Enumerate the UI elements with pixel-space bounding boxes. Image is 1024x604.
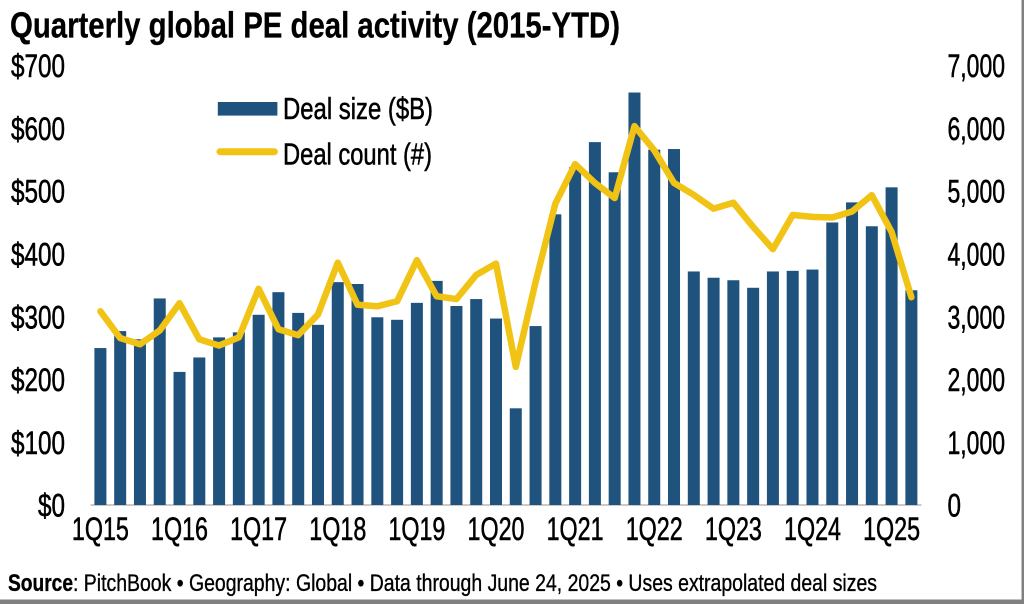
svg-text:$500: $500 [11, 174, 65, 210]
svg-text:$100: $100 [11, 425, 65, 461]
svg-text:$0: $0 [38, 488, 65, 524]
svg-text:$700: $700 [11, 48, 65, 84]
svg-text:1Q23: 1Q23 [705, 511, 762, 547]
svg-text:$400: $400 [11, 237, 65, 273]
svg-text:$300: $300 [11, 299, 65, 335]
svg-text:$600: $600 [11, 111, 65, 147]
svg-text:1Q21: 1Q21 [547, 511, 604, 547]
svg-text:1Q22: 1Q22 [626, 511, 683, 547]
svg-text:7,000: 7,000 [948, 48, 1006, 84]
svg-text:$200: $200 [11, 362, 65, 398]
svg-text:1Q24: 1Q24 [784, 511, 841, 547]
svg-text:1Q15: 1Q15 [72, 511, 129, 547]
svg-text:Source: Source [8, 570, 73, 597]
svg-text:1,000: 1,000 [948, 425, 1006, 461]
svg-text:4,000: 4,000 [948, 237, 1006, 273]
svg-text:2,000: 2,000 [948, 362, 1006, 398]
svg-text:: PitchBook • Geography: Globa: : PitchBook • Geography: Global • Data t… [73, 570, 877, 597]
svg-text:6,000: 6,000 [948, 111, 1006, 147]
svg-text:Quarterly global PE deal activ: Quarterly global PE deal activity (2015-… [10, 5, 620, 46]
svg-text:Deal count (#): Deal count (#) [283, 136, 432, 171]
svg-text:1Q18: 1Q18 [309, 511, 366, 547]
svg-text:1Q16: 1Q16 [151, 511, 208, 547]
svg-text:1Q17: 1Q17 [230, 511, 287, 547]
svg-text:3,000: 3,000 [948, 299, 1006, 335]
svg-text:Deal size ($B): Deal size ($B) [283, 91, 433, 126]
svg-text:1Q19: 1Q19 [388, 511, 445, 547]
svg-text:5,000: 5,000 [948, 174, 1006, 210]
svg-text:1Q20: 1Q20 [468, 511, 525, 547]
svg-text:0: 0 [948, 488, 962, 524]
svg-text:1Q25: 1Q25 [863, 511, 920, 547]
